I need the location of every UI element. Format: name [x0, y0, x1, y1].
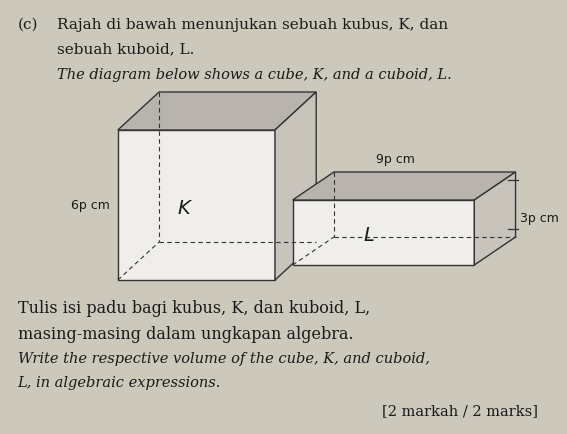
- Text: [2 markah / 2 marks]: [2 markah / 2 marks]: [382, 404, 538, 418]
- Text: (c): (c): [18, 18, 38, 32]
- Text: Rajah di bawah menunjukan sebuah kubus, K, dan: Rajah di bawah menunjukan sebuah kubus, …: [57, 18, 448, 32]
- Polygon shape: [293, 200, 475, 265]
- Text: Tulis isi padu bagi kubus, K, dan kuboid, L,: Tulis isi padu bagi kubus, K, dan kuboid…: [18, 300, 370, 317]
- Text: 9p cm: 9p cm: [376, 153, 415, 166]
- Text: Write the respective volume of the cube, K, and cuboid,: Write the respective volume of the cube,…: [18, 352, 430, 366]
- Text: sebuah kuboid, L.: sebuah kuboid, L.: [57, 42, 194, 56]
- Text: K: K: [177, 198, 190, 217]
- Text: masing-masing dalam ungkapan algebra.: masing-masing dalam ungkapan algebra.: [18, 326, 353, 343]
- Text: L: L: [363, 226, 374, 245]
- Text: L, in algebraic expressions.: L, in algebraic expressions.: [18, 376, 221, 390]
- Polygon shape: [475, 172, 515, 265]
- Polygon shape: [118, 92, 316, 130]
- Polygon shape: [293, 172, 515, 200]
- Polygon shape: [118, 130, 275, 280]
- Text: 3p cm: 3p cm: [521, 212, 559, 225]
- Polygon shape: [275, 92, 316, 280]
- Text: 6p cm: 6p cm: [71, 198, 110, 211]
- Text: The diagram below shows a cube, K, and a cuboid, L.: The diagram below shows a cube, K, and a…: [57, 68, 452, 82]
